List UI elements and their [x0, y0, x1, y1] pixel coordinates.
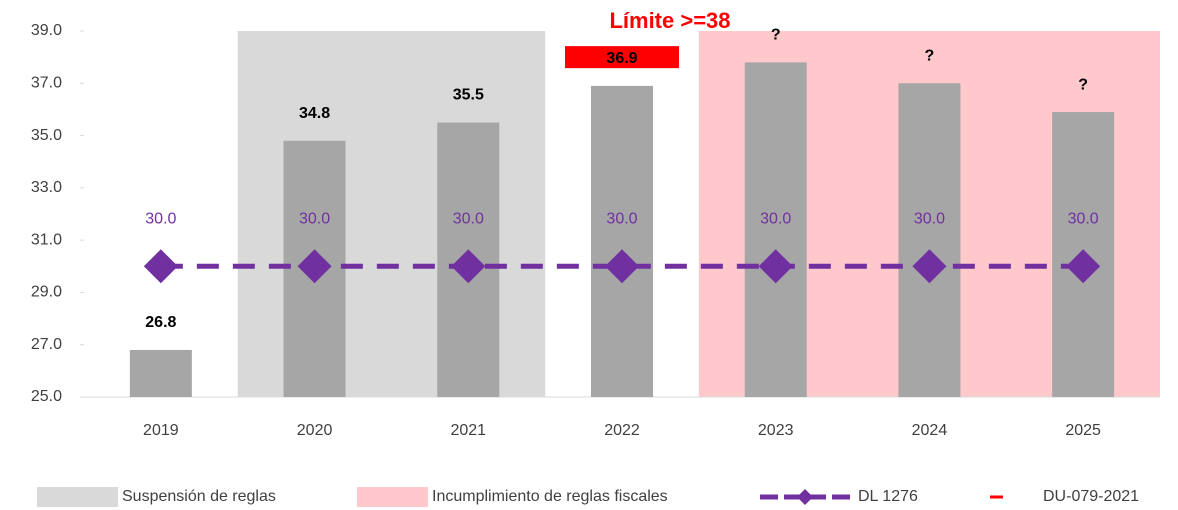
legend: Suspensión de reglas Incumplimiento de re… [37, 487, 1139, 507]
y-tick-label: 27.0 [31, 336, 62, 353]
bar [744, 62, 807, 397]
x-tick-label: 2022 [604, 422, 640, 439]
marks: 26.8 34.8 35.5 36.9??? 30.0 30.0 30.0 30.0 30.0 3… [129, 27, 1115, 398]
bar-label: 35.5 [453, 87, 484, 104]
legend-label: Incumplimiento de reglas fiscales [432, 488, 668, 505]
x-tick-label: 2024 [912, 422, 948, 439]
x-tick-label: 2019 [143, 422, 179, 439]
bar-label: 26.8 [145, 314, 176, 331]
y-tick-label: 33.0 [31, 179, 62, 196]
diamond-marker [605, 249, 639, 284]
bar [591, 85, 653, 398]
line-label: 30.0 [145, 211, 176, 228]
diamond-marker [758, 249, 793, 284]
y-tick-label: 25.0 [31, 388, 62, 405]
legend-marker [797, 489, 813, 505]
bar-label: 34.8 [299, 105, 330, 122]
line-label: 30.0 [299, 211, 330, 228]
y-tick-label: 31.0 [31, 231, 62, 248]
y-tick-label: 35.0 [31, 127, 62, 144]
legend-label: DU-079-2021 [1043, 488, 1139, 505]
diamond-marker [451, 249, 486, 284]
x-tick-label: 2023 [758, 422, 794, 439]
x-tick-label: 2021 [450, 422, 486, 439]
line-label: 30.0 [1068, 211, 1099, 228]
diamond-marker [1066, 249, 1101, 284]
x-tick-label: 2025 [1065, 422, 1101, 439]
diamond-marker [143, 249, 178, 284]
x-tick-label: 2020 [297, 422, 333, 439]
legend-label: DL 1276 [858, 488, 918, 505]
bar [129, 349, 192, 397]
bar-label: ? [1078, 76, 1088, 93]
y-tick-label: 29.0 [31, 284, 62, 301]
axes: 25.0 27.0 29.0 31.0 33.0 35.0 37.0 39.0 2019 2020… [31, 22, 1160, 439]
line-label: 30.0 [914, 211, 945, 228]
y-tick-label: 39.0 [31, 22, 62, 39]
line-label: 30.0 [760, 211, 791, 228]
annotation: Límite >=38 [609, 8, 730, 33]
y-tick-label: 37.0 [31, 75, 62, 92]
line-label: 30.0 [453, 211, 484, 228]
diamond-marker [912, 249, 947, 284]
line-label: 30.0 [606, 211, 637, 228]
legend-swatch [357, 487, 428, 507]
bands [237, 31, 1160, 397]
bar-label: 36.9 [606, 50, 637, 67]
bar-label: ? [771, 27, 781, 44]
legend-swatch [37, 487, 118, 507]
legend-label: Suspensión de reglas [122, 488, 276, 505]
bar [898, 83, 961, 398]
bar-label: ? [925, 48, 935, 65]
diamond-marker [297, 249, 332, 284]
limit-marker [565, 46, 679, 69]
